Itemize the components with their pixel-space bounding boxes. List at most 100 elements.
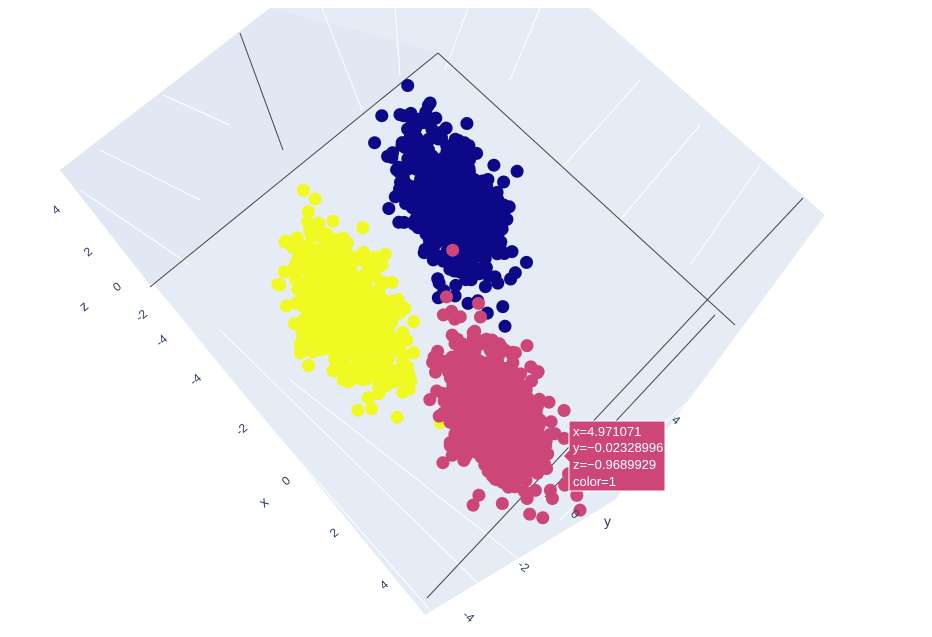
scatter-point[interactable] <box>448 353 462 367</box>
scatter-point[interactable] <box>484 193 498 207</box>
scatter-point[interactable] <box>529 452 543 466</box>
scatter-point[interactable] <box>432 198 446 212</box>
scatter-point[interactable] <box>299 334 313 348</box>
scatter-point[interactable] <box>523 507 537 521</box>
scatter-point[interactable] <box>343 340 357 354</box>
scatter-point[interactable] <box>312 216 326 230</box>
scatter-point[interactable] <box>425 122 439 136</box>
scatter-point[interactable] <box>441 406 455 420</box>
scatter-point[interactable] <box>498 319 512 333</box>
scatter-point[interactable] <box>409 203 423 217</box>
scatter-point[interactable] <box>375 258 389 272</box>
scatter-point[interactable] <box>418 165 432 179</box>
scatter-point[interactable] <box>496 475 510 489</box>
scatter-point[interactable] <box>489 390 503 404</box>
scatter-point[interactable] <box>305 345 319 359</box>
scatter-point[interactable] <box>396 385 410 399</box>
scatter-point[interactable] <box>484 207 498 220</box>
scatter-point[interactable] <box>570 488 584 502</box>
scatter-point[interactable] <box>436 456 450 470</box>
scatter-point[interactable] <box>329 324 343 338</box>
scatter-point[interactable] <box>456 411 470 425</box>
scatter-point[interactable] <box>299 240 313 254</box>
scatter-point[interactable] <box>473 420 487 434</box>
scatter-point[interactable] <box>355 349 369 363</box>
scatter-point[interactable] <box>460 354 474 368</box>
scatter-point[interactable] <box>423 393 437 407</box>
scatter-point[interactable] <box>338 352 352 366</box>
scatter-point[interactable] <box>365 402 379 416</box>
scatter-point[interactable] <box>336 273 350 287</box>
scatter-point[interactable] <box>557 431 571 445</box>
scatter-point[interactable] <box>505 245 519 259</box>
scatter-point[interactable] <box>514 378 528 392</box>
scatter-point[interactable] <box>306 298 320 312</box>
scatter-point[interactable] <box>519 442 533 456</box>
scatter-point[interactable] <box>343 310 357 324</box>
scatter-point[interactable] <box>407 315 421 329</box>
scatter-point[interactable] <box>393 108 407 122</box>
scatter-point[interactable] <box>380 356 394 370</box>
scatter-point[interactable] <box>316 240 330 254</box>
scatter-point[interactable] <box>499 428 513 442</box>
scatter-point[interactable] <box>354 249 368 263</box>
scatter-point[interactable] <box>290 231 304 245</box>
scatter-point[interactable] <box>364 319 378 333</box>
scatter-point[interactable] <box>468 410 482 424</box>
scatter-point[interactable] <box>372 283 386 297</box>
scatter-point[interactable] <box>433 251 447 265</box>
scatter-point[interactable] <box>352 288 366 302</box>
scatter-point[interactable] <box>436 175 450 189</box>
scatter-point[interactable] <box>531 365 545 379</box>
scatter-point[interactable] <box>456 218 469 232</box>
scatter-point[interactable] <box>404 374 418 388</box>
scatter-point[interactable] <box>460 201 474 215</box>
scatter-point[interactable] <box>393 373 407 387</box>
scatter-point[interactable] <box>524 462 538 476</box>
scatter-point[interactable] <box>544 415 558 429</box>
scatter-point[interactable] <box>448 132 462 146</box>
scatter-point[interactable] <box>513 471 527 485</box>
scatter-point[interactable] <box>301 215 315 229</box>
scatter-point[interactable] <box>406 191 420 205</box>
scatter-point[interactable] <box>314 264 328 278</box>
scatter-point[interactable] <box>472 296 485 310</box>
scatter-point[interactable] <box>422 227 436 241</box>
scatter-point[interactable] <box>390 410 404 424</box>
scatter-point[interactable] <box>320 333 334 347</box>
scatter-point[interactable] <box>496 300 510 314</box>
scatter-point[interactable] <box>361 391 375 405</box>
scatter-point[interactable] <box>301 321 315 335</box>
scatter-point[interactable] <box>387 294 400 308</box>
scatter-point[interactable] <box>440 290 453 304</box>
scatter-point[interactable] <box>478 280 492 294</box>
scatter-point[interactable] <box>545 492 559 505</box>
scatter-point[interactable] <box>439 121 453 135</box>
scatter-point[interactable] <box>378 336 392 350</box>
scatter-point[interactable] <box>446 171 460 185</box>
scatter-point[interactable] <box>441 205 455 219</box>
scatter-point[interactable] <box>478 450 492 464</box>
scatter-point[interactable] <box>412 112 426 126</box>
scatter-point[interactable] <box>429 111 443 125</box>
scatter-point[interactable] <box>410 131 424 144</box>
scatter-point[interactable] <box>525 374 538 388</box>
scatter-point[interactable] <box>449 278 463 292</box>
scatter-point[interactable] <box>417 217 431 231</box>
scatter-point[interactable] <box>302 359 315 372</box>
scatter-point[interactable] <box>293 346 307 360</box>
scatter-point[interactable] <box>429 365 442 379</box>
scatter-point[interactable] <box>456 241 470 255</box>
scatter-point[interactable] <box>432 186 445 200</box>
scatter-point[interactable] <box>522 428 535 441</box>
scatter-point[interactable] <box>432 132 445 146</box>
scatter-point[interactable] <box>558 478 572 492</box>
scatter-point[interactable] <box>506 356 520 370</box>
scatter-point[interactable] <box>395 346 409 360</box>
scatter-point[interactable] <box>395 139 409 153</box>
scatter-point[interactable] <box>448 232 462 246</box>
scatter-point[interactable] <box>463 266 477 280</box>
scatter-point[interactable] <box>487 158 501 172</box>
scatter-point[interactable] <box>455 161 469 175</box>
